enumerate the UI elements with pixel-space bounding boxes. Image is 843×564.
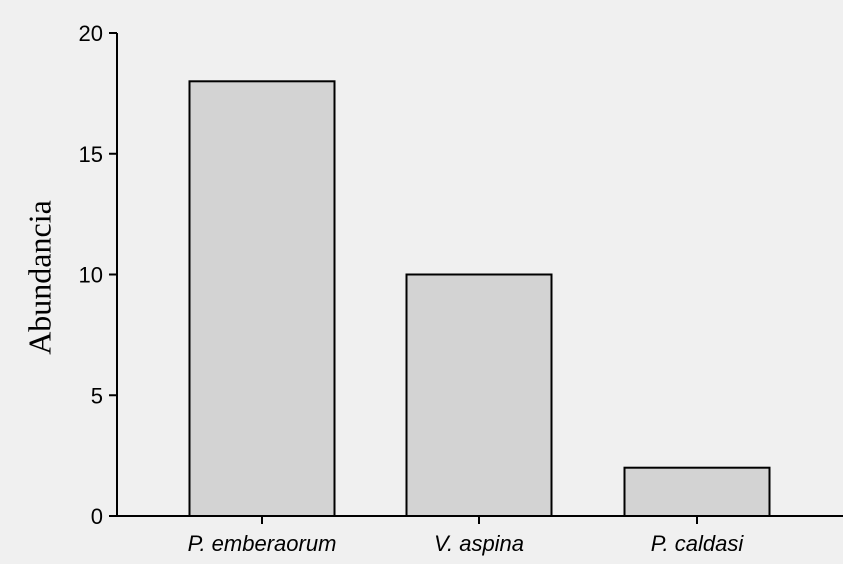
y-tick-label-5: 5 [91, 383, 103, 408]
bars-layer [188, 80, 771, 518]
y-tick-label-0: 0 [91, 504, 103, 529]
x-ticks: P. emberaorum V. aspina P. caldasi [188, 516, 745, 556]
y-tick-label-10: 10 [79, 263, 103, 288]
y-ticks: 0 5 10 15 20 [79, 21, 117, 529]
y-axis-title: Abundancia [21, 200, 57, 355]
y-tick-label-15: 15 [79, 142, 103, 167]
bar-2 [405, 273, 553, 517]
x-tick-label-3: P. caldasi [651, 531, 745, 556]
x-tick-label-1: P. emberaorum [188, 531, 337, 556]
y-tick-label-20: 20 [79, 21, 103, 46]
bar-3 [623, 466, 771, 518]
x-tick-label-2: V. aspina [434, 531, 524, 556]
bar-1 [188, 80, 336, 518]
